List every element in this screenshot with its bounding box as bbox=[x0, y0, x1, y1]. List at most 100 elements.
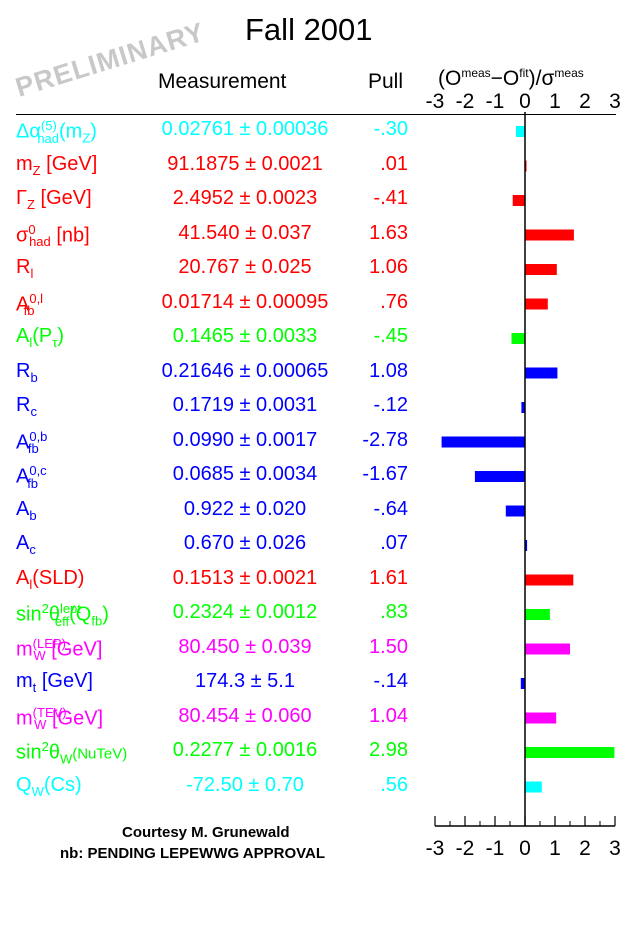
observable-name: sin2θW(NuTeV) bbox=[16, 739, 127, 767]
observable-symbol: A bbox=[16, 497, 30, 520]
pull-bar bbox=[525, 298, 548, 310]
observable-superscript: (LEP) bbox=[32, 635, 66, 651]
pull-bar bbox=[525, 574, 574, 586]
pull-bar bbox=[525, 712, 557, 724]
table-row: Al(Pτ) 0.1465 ± 0.0033 -.45 bbox=[0, 325, 632, 359]
observable-name: Ab bbox=[16, 498, 37, 523]
observable-subscript: c bbox=[29, 542, 36, 557]
pull-column-header: Pull bbox=[368, 70, 404, 93]
observable-subscript: had bbox=[37, 130, 60, 146]
observable-name: Ac bbox=[16, 532, 36, 557]
measurement-value: 0.21646 ± 0.00065 bbox=[161, 359, 329, 382]
observable-subscript: c bbox=[30, 404, 37, 419]
x-tick-label-top: -2 bbox=[456, 90, 475, 113]
observable-tail: θ bbox=[48, 741, 60, 764]
observable-symbol: σ bbox=[16, 224, 29, 247]
observable-end-subscript: fb bbox=[91, 613, 103, 629]
observable-name: QW(Cs) bbox=[16, 774, 82, 799]
observable-name: m(TEV)W [GeV] bbox=[16, 705, 103, 733]
pull-bar bbox=[525, 367, 558, 379]
pull-value: -.64 bbox=[373, 497, 408, 520]
measurement-value: 0.2277 ± 0.0016 bbox=[172, 739, 318, 761]
x-tick-label-bottom: -1 bbox=[486, 837, 505, 860]
observable-tail: (m bbox=[59, 120, 83, 143]
observable-symbol: R bbox=[16, 359, 31, 382]
observable-tail-subscript: eff bbox=[54, 613, 70, 629]
observable-name: Al(Pτ) bbox=[16, 325, 64, 350]
observable-tail-superscript: lept bbox=[59, 601, 81, 616]
pull-bar bbox=[525, 540, 528, 551]
observable-tail-subscript: τ bbox=[52, 335, 58, 350]
observable-superscript: 0,l bbox=[29, 290, 44, 306]
observable-superscript: 2 bbox=[41, 739, 49, 754]
observable-name: σ0had [nb] bbox=[16, 222, 90, 250]
pull-bar bbox=[516, 126, 525, 137]
observable-symbol: A bbox=[16, 566, 30, 589]
observable-name: m(LEP)W [GeV] bbox=[16, 636, 102, 664]
pull-value: -2.78 bbox=[362, 428, 408, 451]
observable-name: sin2θlepteff(Qfb) bbox=[16, 601, 109, 629]
x-tick-label-bottom: -2 bbox=[456, 837, 475, 860]
pull-value: -.14 bbox=[373, 670, 408, 692]
pull-value: -.45 bbox=[373, 325, 408, 347]
observable-symbol: A bbox=[16, 325, 30, 347]
observable-symbol: R bbox=[16, 256, 31, 278]
observable-subscript: l bbox=[29, 576, 33, 592]
observable-subscript: l bbox=[29, 335, 33, 350]
pull-value: -.30 bbox=[373, 118, 408, 140]
measurement-value: 174.3 ± 5.1 bbox=[195, 670, 295, 692]
pull-value: 1.61 bbox=[369, 566, 408, 589]
pull-value: 1.63 bbox=[369, 221, 408, 244]
measurement-value: 0.1465 ± 0.0033 bbox=[172, 325, 318, 347]
observable-name: Rb bbox=[16, 360, 38, 385]
credit-text: Courtesy M. Grunewald bbox=[122, 824, 290, 841]
measurement-value: 0.0990 ± 0.0017 bbox=[172, 428, 318, 451]
table-row: Ac 0.670 ± 0.026 .07 bbox=[0, 532, 632, 566]
observable-symbol: m bbox=[16, 670, 33, 692]
pull-value: -.12 bbox=[373, 394, 408, 416]
pull-value: -.41 bbox=[373, 187, 408, 209]
observable-tail: [GeV] bbox=[46, 707, 104, 730]
header-divider bbox=[16, 114, 616, 115]
table-row: m(LEP)W [GeV] 80.450 ± 0.039 1.50 bbox=[0, 636, 632, 670]
pull-value: -1.67 bbox=[362, 463, 408, 485]
observable-name: A0,bfb bbox=[16, 429, 47, 457]
approval-note: nb: PENDING LEPEWWG APPROVAL bbox=[60, 845, 325, 862]
observable-tail-subscript: W bbox=[59, 751, 73, 767]
x-tick-label-top: -3 bbox=[426, 90, 445, 113]
observable-symbol: A bbox=[16, 465, 30, 488]
pull-bar bbox=[525, 643, 570, 655]
observable-tail: (P bbox=[32, 325, 53, 347]
measurement-value: 2.4952 ± 0.0023 bbox=[172, 187, 318, 209]
table-row: A0,lfb 0.01714 ± 0.00095 .76 bbox=[0, 291, 632, 325]
observable-symbol: R bbox=[16, 394, 31, 416]
measurement-value: 80.454 ± 0.060 bbox=[178, 704, 312, 727]
x-tick-label-bottom: -3 bbox=[426, 837, 445, 860]
observable-subscript: fb bbox=[27, 441, 39, 457]
observable-name: Rc bbox=[16, 394, 37, 419]
table-row: mt [GeV] 174.3 ± 5.1 -.14 bbox=[0, 670, 632, 704]
x-tick-label-top: 0 bbox=[519, 90, 531, 113]
observable-symbol: m bbox=[16, 707, 33, 730]
pull-bar bbox=[525, 229, 574, 241]
observable-name: mt [GeV] bbox=[16, 670, 93, 695]
measurement-value: 0.01714 ± 0.00095 bbox=[161, 290, 329, 313]
observable-tail: [GeV] bbox=[45, 638, 103, 661]
observable-tail: [GeV] bbox=[36, 670, 93, 692]
observable-subscript: W bbox=[34, 717, 47, 733]
measurement-value: -72.50 ± 0.70 bbox=[186, 773, 304, 796]
table-row: sin2θW(NuTeV) 0.2277 ± 0.0016 2.98 bbox=[0, 739, 632, 773]
pull-bar bbox=[525, 781, 542, 793]
observable-name: Rl bbox=[16, 256, 33, 281]
page-title: Fall 2001 bbox=[245, 12, 373, 47]
measurement-value: 0.922 ± 0.020 bbox=[183, 497, 307, 520]
observable-superscript: (5) bbox=[40, 118, 57, 133]
measurement-value: 41.540 ± 0.037 bbox=[178, 221, 312, 244]
pull-bar bbox=[511, 333, 525, 344]
pull-bar bbox=[505, 505, 525, 517]
x-tick-label-top: -1 bbox=[486, 90, 505, 113]
observable-end: ) bbox=[57, 325, 65, 347]
observable-name: ΓZ [GeV] bbox=[16, 187, 92, 212]
x-tick-label-top: 3 bbox=[609, 90, 621, 113]
table-row: ΓZ [GeV] 2.4952 ± 0.0023 -.41 bbox=[0, 187, 632, 221]
